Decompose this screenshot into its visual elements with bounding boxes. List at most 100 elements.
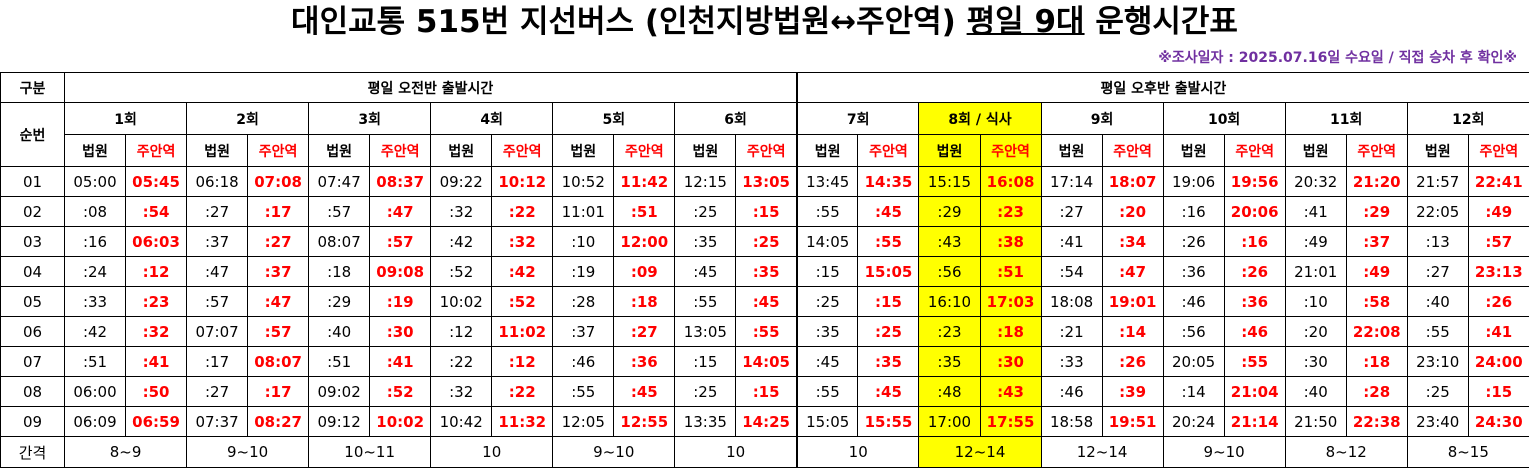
time-cell: :29 (308, 286, 371, 317)
time-cell: :38 (979, 226, 1042, 257)
title-part: 대인교통 515번 지선버스 (인천지방법원↔주안역) (291, 4, 967, 40)
time-cell: :35 (674, 226, 737, 257)
time-cell: :55 (552, 376, 615, 407)
time-cell: 16:08 (979, 166, 1042, 197)
time-cell: :20 (1101, 196, 1164, 227)
time-cell: :46 (1162, 286, 1225, 317)
time-cell: :37 (247, 256, 310, 287)
time-cell: 14:05 (735, 346, 798, 377)
time-cell: 15:15 (918, 166, 981, 197)
time-cell: :27 (613, 316, 676, 347)
direction-header: 법원 (1284, 134, 1347, 167)
time-cell: :25 (674, 196, 737, 227)
time-cell: :41 (1467, 316, 1529, 347)
interval: 8~12 (1284, 436, 1408, 468)
time-cell: :26 (1223, 256, 1286, 287)
time-cell: 09:08 (369, 256, 432, 287)
time-cell: 17:55 (979, 406, 1042, 437)
table-row: 01 05:00 05:45 06:18 07:08 07:47 08:37 09:22 10:… (0, 166, 1529, 197)
time-cell: 21:04 (1223, 376, 1286, 407)
time-cell: :50 (125, 376, 188, 407)
direction-header: 법원 (674, 134, 737, 167)
time-cell: 22:05 (1406, 196, 1469, 227)
direction-header: 주안역 (1467, 134, 1529, 167)
round-header: 4회 (430, 102, 554, 135)
time-cell: :51 (613, 196, 676, 227)
time-cell: 23:40 (1406, 406, 1469, 437)
time-cell: :12 (125, 256, 188, 287)
time-cell: :55 (1406, 316, 1469, 347)
table-row: 법원 주안역 법원 주안역 법원 주안역 법원 주안역 법원 주안역 법원 주안역 법원 주안역 법원 주안역… (1, 134, 1529, 167)
time-cell: :56 (918, 256, 981, 287)
table-row: 02:08:54:27:17:57:47:32:22 11:01:51:25:15… (0, 196, 1529, 227)
time-cell: 08:37 (369, 166, 432, 197)
time-cell: :08 (63, 196, 127, 227)
time-cell: :21 (1040, 316, 1103, 347)
time-cell: :41 (1040, 226, 1103, 257)
time-cell: :27 (186, 196, 249, 227)
time-cell: 22:38 (1345, 406, 1408, 437)
direction-header: 주안역 (735, 134, 798, 167)
table-row: 03:16 06:03:37:27 08:07:57:42:32:10 12:00:3… (0, 226, 1529, 257)
direction-header: 주안역 (125, 134, 188, 167)
time-cell: :57 (186, 286, 249, 317)
direction-header: 법원 (918, 134, 981, 167)
time-cell: 20:32 (1284, 166, 1347, 197)
time-cell: 11:01 (552, 196, 615, 227)
table-row: 구분 평일 오전반 출발시간 평일 오후반 출발시간 (0, 72, 1529, 103)
time-cell: :23 (125, 286, 188, 317)
time-cell: :52 (430, 256, 493, 287)
direction-header: 법원 (1162, 134, 1225, 167)
time-cell: :43 (918, 226, 981, 257)
time-cell: :28 (1345, 376, 1408, 407)
seq: 08 (0, 376, 65, 407)
time-cell: :35 (857, 346, 920, 377)
time-cell: :49 (1345, 256, 1408, 287)
time-cell: :14 (1162, 376, 1225, 407)
time-cell: :48 (918, 376, 981, 407)
group-header: 평일 오전반 출발시간 (63, 72, 798, 103)
table-row: 06:42:32 07:07:57:40:30:12 11:02:37:27 13:0… (0, 316, 1529, 347)
time-cell: 22:41 (1467, 166, 1529, 197)
direction-header: 법원 (1040, 134, 1103, 167)
time-cell: 14:05 (795, 226, 859, 257)
time-cell: 08:07 (247, 346, 310, 377)
time-cell: :28 (552, 286, 615, 317)
time-cell: 24:30 (1467, 406, 1529, 437)
time-cell: 07:07 (186, 316, 249, 347)
time-cell: 09:22 (430, 166, 493, 197)
time-cell: :45 (674, 256, 737, 287)
time-cell: :09 (613, 256, 676, 287)
seq: 03 (0, 226, 65, 257)
group-header: 평일 오후반 출발시간 (795, 72, 1529, 103)
direction-header: 법원 (430, 134, 493, 167)
time-cell: :41 (369, 346, 432, 377)
time-cell: :43 (979, 376, 1042, 407)
time-cell: 13:45 (795, 166, 859, 197)
time-cell: :49 (1467, 196, 1529, 227)
seq: 05 (0, 286, 65, 317)
time-cell: 13:35 (674, 406, 737, 437)
direction-header: 주안역 (369, 134, 432, 167)
time-cell: 19:51 (1101, 406, 1164, 437)
time-cell: 11:42 (613, 166, 676, 197)
time-cell: :42 (63, 316, 127, 347)
interval: 9~10 (186, 436, 310, 468)
time-cell: :47 (247, 286, 310, 317)
time-cell: :35 (918, 346, 981, 377)
corner-label: 구분 (0, 72, 65, 103)
time-cell: 17:00 (918, 406, 981, 437)
table-row: 05:33:23:57:47:29:19 10:02:52:28:18:55:45… (0, 286, 1529, 317)
time-cell: 07:37 (186, 406, 249, 437)
seq: 01 (0, 166, 65, 197)
time-cell: :55 (795, 196, 859, 227)
time-cell: :47 (186, 256, 249, 287)
interval: 10 (795, 436, 920, 468)
time-cell: :42 (430, 226, 493, 257)
interval: 12~14 (918, 436, 1042, 468)
time-cell: 07:08 (247, 166, 310, 197)
time-cell: :52 (491, 286, 554, 317)
time-cell: 12:00 (613, 226, 676, 257)
time-cell: :47 (369, 196, 432, 227)
